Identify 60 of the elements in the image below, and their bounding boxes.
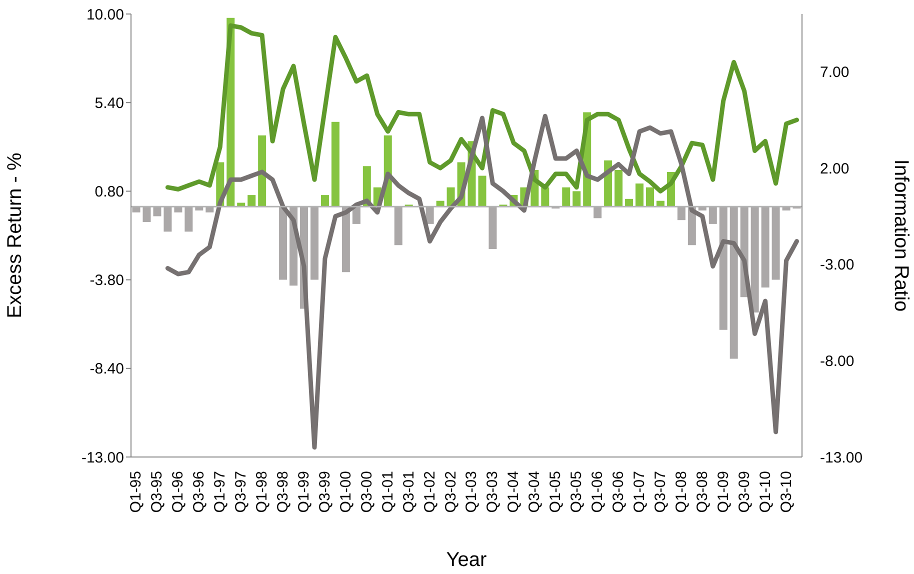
x-tick-label: Q1-96	[170, 471, 187, 513]
bar	[562, 187, 570, 207]
y2-tick-label: 7.00	[820, 64, 850, 82]
x-tick-label: Q3-04	[526, 471, 544, 513]
line-series	[165, 23, 800, 194]
x-tick-label: Q3-95	[148, 471, 166, 513]
bar	[331, 122, 340, 207]
line-series	[165, 114, 800, 450]
x-tick-label: Q1-00	[337, 471, 354, 513]
x-tick-label: Q1-02	[421, 471, 438, 513]
bar	[646, 187, 654, 207]
x-tick-label: Q3-08	[694, 471, 711, 513]
y2-axis-title: Information Ratio	[890, 159, 912, 312]
x-tick-label: Q3-09	[736, 471, 753, 513]
y2-tick-label: -8.00	[820, 353, 854, 370]
x-tick-label: Q3-02	[442, 471, 460, 513]
x-tick-label: Q3-00	[358, 471, 376, 513]
x-tick-label: Q1-99	[295, 471, 312, 513]
y-tick-label: 10.00	[86, 6, 124, 24]
bar	[478, 176, 486, 207]
x-tick-label: Q1-08	[672, 471, 690, 513]
x-tick-label: Q1-04	[505, 471, 522, 513]
x-axis-title: Year	[446, 549, 488, 571]
bar	[541, 187, 550, 207]
bar	[636, 183, 644, 207]
y-tick-label: -13.00	[81, 449, 124, 466]
x-tick-label: Q3-96	[190, 471, 208, 513]
x-tick-label: Q1-01	[379, 471, 396, 513]
x-tick-label: Q3-01	[400, 471, 418, 513]
x-tick-label: Q3-97	[232, 471, 250, 513]
x-tick-label: Q1-95	[128, 471, 145, 513]
y2-tick-label: -3.00	[820, 256, 854, 274]
bar	[320, 195, 329, 207]
bar	[248, 195, 256, 207]
y2-tick-label: 2.00	[820, 160, 850, 178]
bar	[625, 198, 634, 207]
x-tick-label: Q1-97	[212, 471, 229, 513]
x-tick-label: Q1-06	[589, 471, 606, 513]
x-tick-label: Q3-06	[610, 471, 628, 513]
x-tick-label: Q3-07	[652, 471, 669, 513]
y-tick-label: 0.80	[94, 184, 124, 201]
x-tick-label: Q3-98	[274, 471, 292, 513]
y2-tick-label: -13.00	[820, 449, 863, 466]
x-tick-label: Q1-10	[756, 471, 774, 513]
bar	[572, 191, 581, 207]
x-tick-label: Q1-09	[714, 471, 732, 513]
x-tick-label: Q1-03	[463, 471, 480, 513]
x-tick-label: Q1-98	[254, 471, 271, 513]
bar	[258, 135, 266, 207]
x-tick-label: Q3-05	[568, 471, 586, 513]
x-tick-label: Q1-07	[630, 471, 648, 513]
x-tick-label: Q3-03	[484, 471, 502, 513]
y-tick-label: -8.40	[90, 360, 124, 378]
y-tick-label: 5.40	[94, 94, 124, 112]
y-tick-label: -3.80	[90, 272, 124, 290]
x-tick-label: Q3-10	[778, 471, 795, 513]
x-tick-label: Q3-99	[316, 471, 334, 513]
y-axis-title: Excess Return - %	[4, 152, 26, 318]
bar	[614, 170, 623, 207]
x-tick-label: Q1-05	[547, 471, 564, 513]
